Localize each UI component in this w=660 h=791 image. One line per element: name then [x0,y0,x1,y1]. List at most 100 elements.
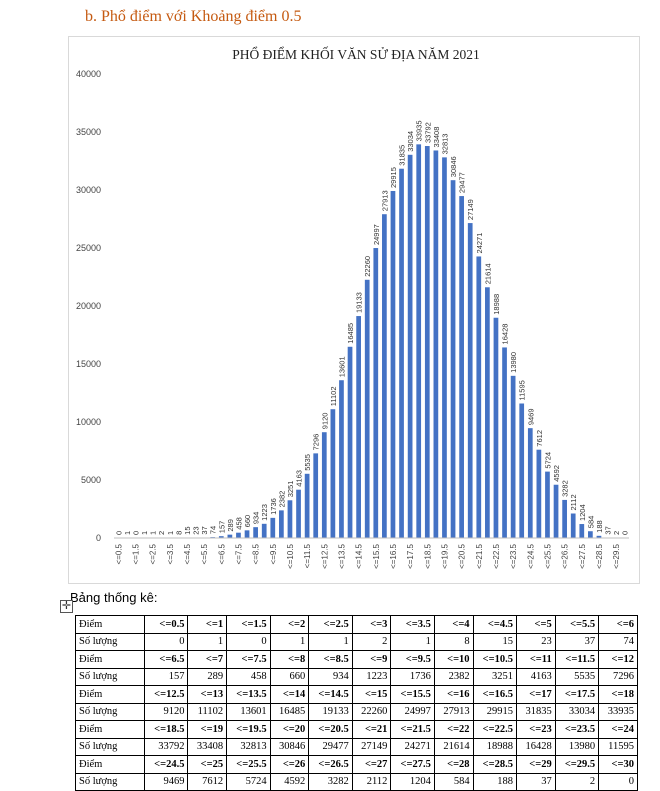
score-row: Điểm <=6.5 <=7 <=7.5 <=8 <=8.5 <=9 <=9.5 <=10 <=1… [75,650,638,669]
score-cell: <=26.5 [308,755,353,774]
count-cell: 13601 [226,702,271,721]
count-cell: 16485 [269,702,310,721]
count-cell: 289 [187,667,228,686]
count-cell: 8 [433,632,474,651]
score-row-header: Điểm [75,755,145,774]
count-cell: 2 [554,772,600,791]
table-move-handle-icon[interactable]: ✛ [60,599,73,613]
bar [236,532,241,538]
score-cell: <=16 [433,685,474,704]
bar [545,471,550,538]
x-tick-label: <=11.5 [303,543,312,568]
count-cell: 27913 [433,702,474,721]
score-cell: <=0.5 [143,615,189,634]
data-label: 33935 [415,120,424,141]
data-label: 8 [174,531,183,535]
y-tick-label: 0 [96,533,101,543]
bar [347,346,353,538]
y-tick-label: 40000 [76,69,101,79]
data-label: 74 [209,526,218,534]
count-cell: 5724 [226,772,271,791]
bar [364,279,370,538]
count-cell: 660 [269,667,310,686]
x-tick-label: <=19.5 [440,543,449,568]
bar [579,524,585,538]
count-cell: 23 [516,632,556,651]
x-tick-label: <=25.5 [543,543,552,568]
data-label: 29477 [458,172,467,193]
count-cell: 584 [433,772,474,791]
count-cell: 24271 [390,737,435,756]
count-cell: 29477 [308,737,353,756]
score-cell: <=21.5 [390,720,435,739]
score-cell: <=9.5 [390,650,435,669]
data-label: 289 [226,519,235,532]
bar [382,214,387,538]
bar [433,150,439,538]
count-cell: 1223 [351,667,392,686]
score-row-header: Điểm [75,650,145,669]
score-cell: <=23.5 [554,720,600,739]
bar [536,449,542,538]
score-row: Điểm <=12.5 <=13 <=13.5 <=14 <=14.5 <=15 <=15.5… [75,685,638,704]
bar [510,375,516,538]
x-tick-label: <=28.5 [595,543,604,568]
count-cell: 22260 [351,702,392,721]
score-cell: <=25 [187,755,228,774]
x-tick-label: <=18.5 [423,543,432,568]
data-label: 0 [131,531,140,535]
bar [570,513,576,538]
count-cell: 32813 [226,737,271,756]
count-cell: 5535 [554,667,600,686]
score-cell: <=5.5 [554,615,600,634]
count-cell: 13980 [554,737,600,756]
score-cell: <=29.5 [554,755,600,774]
x-tick-label: <=2.5 [149,543,158,564]
score-row-header: Điểm [75,615,145,634]
count-cell: 33034 [554,702,600,721]
x-tick-label: <=20.5 [458,543,467,568]
count-cell: 31835 [516,702,556,721]
data-label: 33034 [406,131,415,152]
count-cell: 74 [598,632,638,651]
score-cell: <=8.5 [308,650,353,669]
score-cell: <=27.5 [390,755,435,774]
bar [442,157,447,538]
score-cell: <=24 [598,720,638,739]
data-label: 2 [612,531,621,535]
count-cell: 21614 [433,737,474,756]
chart-container[interactable]: PHỔ ĐIỂM KHỐI VĂN SỬ ĐỊA NĂM 2021 0 5000 1… [68,36,640,584]
data-label: 15 [183,526,192,534]
bar [296,489,301,538]
bar [553,484,559,538]
score-cell: <=19 [187,720,228,739]
count-cell: 458 [226,667,271,686]
data-label: 4163 [295,470,304,487]
count-cell: 7612 [187,772,228,791]
bar [407,154,413,538]
x-tick-label: <=27.5 [578,543,587,568]
count-row-header: Số lượng [75,772,145,791]
data-label: 3251 [286,481,295,498]
score-cell: <=26 [269,755,310,774]
data-label: 5724 [543,452,552,469]
bar-series [124,144,619,539]
count-row: Số lượng 33792 33408 32813 30846 29477 27149 24… [75,737,638,756]
score-cell: <=15 [351,685,392,704]
score-row-header: Điểm [75,685,145,704]
score-cell: <=28 [433,755,474,774]
score-cell: <=3.5 [390,615,435,634]
count-cell: 3251 [472,667,518,686]
score-cell: <=18.5 [143,720,189,739]
data-label: 13980 [509,352,518,373]
count-row: Số lượng 9120 11102 13601 16485 19133 22260 249… [75,702,638,721]
x-tick-label: <=7.5 [234,543,243,564]
score-cell: <=5 [516,615,556,634]
data-label: 157 [217,521,226,534]
score-cell: <=20.5 [308,720,353,739]
data-label: 1 [140,531,149,535]
chart-title: PHỔ ĐIỂM KHỐI VĂN SỬ ĐỊA NĂM 2021 [232,47,480,62]
data-label: 1223 [260,504,269,521]
score-row-header: Điểm [75,720,145,739]
score-cell: <=19.5 [226,720,271,739]
